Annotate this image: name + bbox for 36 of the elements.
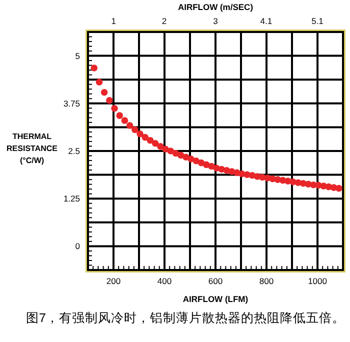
x2-tick-label: 2 xyxy=(162,16,167,26)
point xyxy=(100,88,108,96)
point xyxy=(152,140,159,147)
point xyxy=(132,126,138,134)
y-tick-label: 1.25 xyxy=(63,194,80,204)
point xyxy=(167,148,174,154)
x2-tick-label: 5.1 xyxy=(311,16,324,26)
x-tick-label: 600 xyxy=(208,276,223,286)
point xyxy=(106,96,113,104)
point xyxy=(111,104,118,112)
point xyxy=(336,184,342,192)
point xyxy=(142,134,149,141)
point xyxy=(90,64,98,72)
y-tick-label: 0 xyxy=(75,241,80,252)
x-tick-label: 800 xyxy=(259,276,274,286)
point xyxy=(116,112,124,119)
x2-tick-label: 1 xyxy=(111,16,116,26)
x-tick-label: 200 xyxy=(106,276,121,286)
point xyxy=(136,130,144,138)
point xyxy=(121,117,128,124)
x2-axis-title: AIRFLOW (m/SEC) xyxy=(178,2,254,12)
x-axis-title: AIRFLOW (LFM) xyxy=(182,294,248,304)
point xyxy=(162,146,169,152)
point xyxy=(126,122,134,129)
point xyxy=(146,136,154,144)
x-tick-label: 400 xyxy=(157,276,172,286)
point xyxy=(96,78,103,86)
y-tick-label: 5 xyxy=(75,50,80,61)
caption: 图7，有强制风冷时，铝制薄片散热器的热阻降低五倍。 xyxy=(26,311,345,325)
y-tick-label: 3.75 xyxy=(63,98,80,108)
y-axis-title: THERMAL RESISTANCE (°C/W) xyxy=(6,132,58,165)
point xyxy=(157,143,164,150)
x-tick-label: 1000 xyxy=(308,276,328,286)
y-tick-label: 2.5 xyxy=(68,146,80,156)
x2-tick-label: 3 xyxy=(213,16,218,26)
x2-tick-label: 4.1 xyxy=(260,16,272,26)
